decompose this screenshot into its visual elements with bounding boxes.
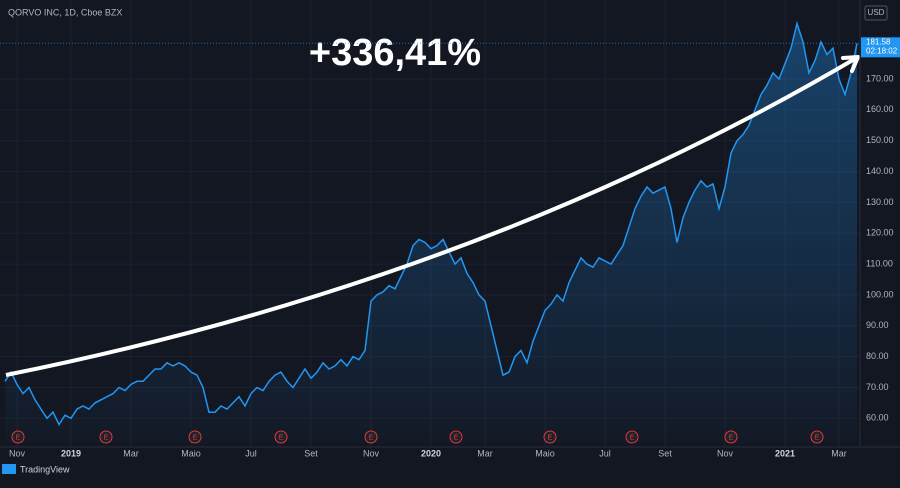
y-tick-label: 60.00 <box>866 413 889 423</box>
brand: TradingView <box>20 464 70 474</box>
earnings-marker <box>449 430 463 444</box>
countdown: 02:18:02 <box>866 46 898 55</box>
y-tick-label: 90.00 <box>866 320 889 330</box>
earnings-label: E <box>454 434 459 441</box>
x-tick-label: Maio <box>181 448 201 458</box>
x-tick-label: 2019 <box>61 448 81 458</box>
earnings-marker <box>11 430 25 444</box>
earnings-marker <box>364 430 378 444</box>
earnings-marker <box>625 430 639 444</box>
x-tick-label: Set <box>658 448 672 458</box>
y-tick-label: 130.00 <box>866 197 894 207</box>
currency: USD <box>868 8 885 17</box>
earnings-marker <box>188 430 202 444</box>
earnings-label: E <box>279 434 284 441</box>
earnings-label: E <box>630 434 635 441</box>
earnings-label: E <box>729 434 734 441</box>
chart-title: QORVO INC, 1D, Cboe BZX <box>8 7 122 17</box>
area-fill <box>5 23 857 443</box>
x-tick-label: 2021 <box>775 448 795 458</box>
x-tick-label: Mar <box>123 448 139 458</box>
brand-logo <box>2 464 16 474</box>
y-tick-label: 110.00 <box>866 258 893 268</box>
earnings-label: E <box>369 434 374 441</box>
y-tick-label: 70.00 <box>866 382 889 392</box>
price-line <box>4 20 858 427</box>
y-tick-label: 100.00 <box>866 289 894 299</box>
x-tick-label: Jul <box>599 448 611 458</box>
y-tick-label: 140.00 <box>866 166 894 176</box>
x-tick-label: Jul <box>245 448 257 458</box>
earnings-marker <box>274 430 288 444</box>
y-tick-label: 80.00 <box>866 351 889 361</box>
earnings-marker <box>543 430 557 444</box>
earnings-label: E <box>815 434 820 441</box>
last-price-box <box>861 37 900 58</box>
arrow-head <box>841 55 860 73</box>
x-tick-label: 2020 <box>421 448 441 458</box>
earnings-label: E <box>104 434 109 441</box>
annotation: +336,41% <box>309 32 481 74</box>
y-tick-label: 170.00 <box>866 73 894 83</box>
earnings-marker <box>99 430 113 444</box>
currency-box <box>864 5 888 21</box>
last-price-label: 181.58 <box>866 37 891 46</box>
x-tick-label: Mar <box>477 448 493 458</box>
x-tick-label: Mar <box>831 448 847 458</box>
y-tick-label: 150.00 <box>866 135 894 145</box>
x-tick-label: Set <box>304 448 318 458</box>
trend-arrow <box>5 55 860 377</box>
x-tick-label: Maio <box>535 448 555 458</box>
earnings-label: E <box>16 434 21 441</box>
earnings-label: E <box>193 434 198 441</box>
x-tick-label: Nov <box>717 448 734 458</box>
earnings-marker <box>810 430 824 444</box>
y-tick-label: 120.00 <box>866 228 894 238</box>
x-tick-label: Nov <box>9 448 26 458</box>
y-tick-label: 160.00 <box>866 104 894 114</box>
earnings-marker <box>724 430 738 444</box>
plot <box>4 20 858 443</box>
x-tick-label: Nov <box>363 448 380 458</box>
earnings-label: E <box>548 434 553 441</box>
